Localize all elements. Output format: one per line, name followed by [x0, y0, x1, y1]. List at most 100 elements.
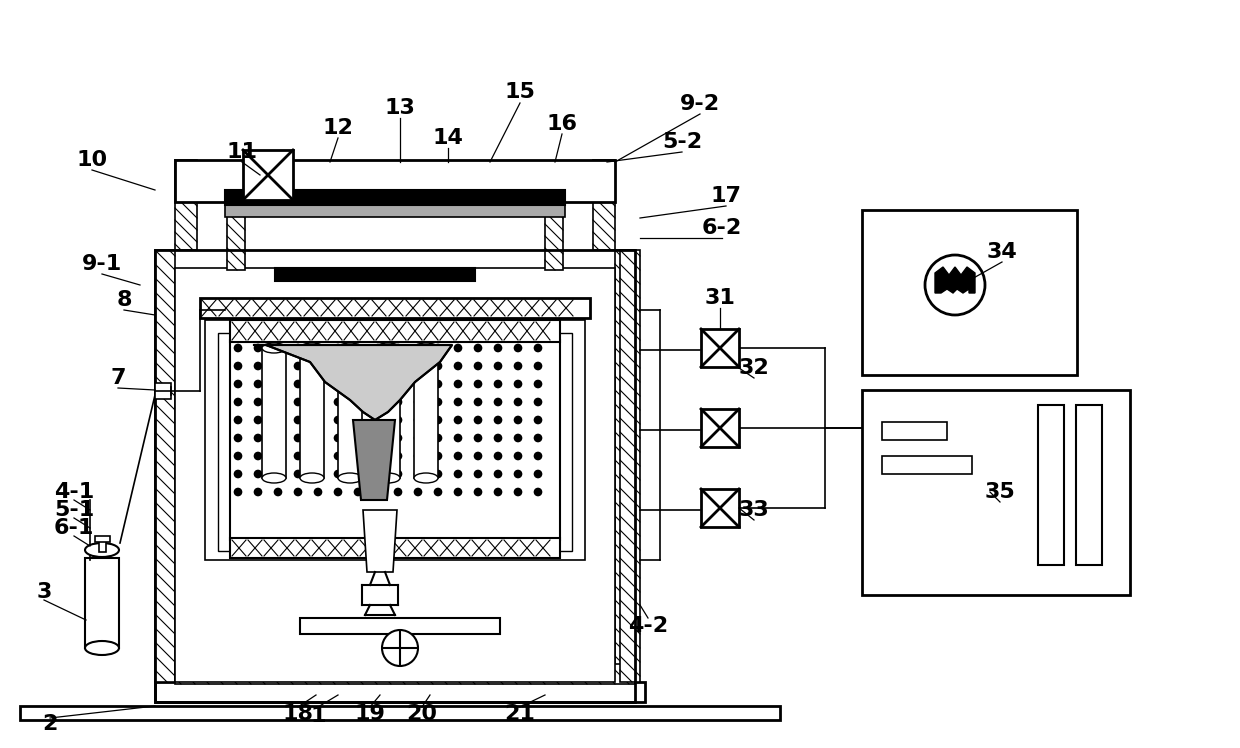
Bar: [300, 618, 500, 634]
Circle shape: [434, 453, 441, 459]
Circle shape: [315, 470, 321, 477]
Text: 1: 1: [310, 706, 326, 726]
Circle shape: [515, 381, 522, 387]
Circle shape: [475, 399, 481, 405]
Circle shape: [534, 345, 542, 352]
Ellipse shape: [86, 543, 119, 557]
Circle shape: [394, 453, 402, 459]
Circle shape: [414, 470, 422, 477]
Bar: [155, 250, 635, 702]
Bar: [300, 348, 324, 478]
Circle shape: [254, 435, 262, 441]
Circle shape: [254, 488, 262, 495]
Ellipse shape: [414, 343, 438, 353]
Text: 4-2: 4-2: [627, 616, 668, 636]
Circle shape: [355, 453, 362, 459]
Circle shape: [274, 417, 281, 423]
Circle shape: [534, 399, 542, 405]
Circle shape: [394, 345, 402, 352]
Circle shape: [295, 435, 301, 441]
Ellipse shape: [414, 473, 438, 483]
Text: 21: 21: [505, 704, 536, 724]
Circle shape: [414, 488, 422, 495]
Text: 5-1: 5-1: [53, 500, 94, 520]
Text: 13: 13: [384, 98, 415, 118]
Text: 17: 17: [711, 186, 742, 206]
Circle shape: [515, 470, 522, 477]
Bar: [229, 340, 560, 540]
Bar: [218, 333, 572, 551]
Circle shape: [455, 488, 461, 495]
Ellipse shape: [339, 343, 362, 353]
Circle shape: [534, 470, 542, 477]
Circle shape: [234, 381, 242, 387]
Circle shape: [254, 363, 262, 370]
Circle shape: [355, 345, 362, 352]
Text: 6-2: 6-2: [702, 218, 742, 238]
Circle shape: [335, 399, 341, 405]
Circle shape: [234, 399, 242, 405]
Ellipse shape: [339, 473, 362, 483]
Circle shape: [374, 363, 382, 370]
Bar: [275, 268, 475, 281]
Bar: [175, 268, 615, 682]
Polygon shape: [935, 267, 975, 293]
Text: 8: 8: [117, 290, 131, 310]
Circle shape: [254, 399, 262, 405]
Text: 12: 12: [322, 118, 353, 138]
Circle shape: [515, 345, 522, 352]
Circle shape: [414, 363, 422, 370]
Text: 34: 34: [987, 242, 1017, 262]
Circle shape: [374, 435, 382, 441]
Circle shape: [295, 470, 301, 477]
Bar: [227, 200, 246, 270]
Circle shape: [315, 453, 321, 459]
Circle shape: [414, 381, 422, 387]
Circle shape: [382, 630, 418, 666]
Circle shape: [455, 345, 461, 352]
Circle shape: [315, 345, 321, 352]
Circle shape: [274, 381, 281, 387]
Circle shape: [475, 345, 481, 352]
Circle shape: [234, 453, 242, 459]
Bar: [224, 190, 565, 205]
Circle shape: [295, 399, 301, 405]
Circle shape: [434, 435, 441, 441]
Text: 20: 20: [407, 704, 438, 724]
Text: 14: 14: [433, 128, 464, 148]
Text: 9-2: 9-2: [680, 94, 720, 114]
Circle shape: [374, 381, 382, 387]
Ellipse shape: [86, 641, 119, 655]
Text: 19: 19: [355, 704, 386, 724]
Circle shape: [374, 345, 382, 352]
Circle shape: [234, 345, 242, 352]
Text: 16: 16: [547, 114, 578, 134]
Circle shape: [335, 417, 341, 423]
Circle shape: [434, 381, 441, 387]
Circle shape: [295, 488, 301, 495]
Circle shape: [394, 435, 402, 441]
Bar: [224, 205, 565, 217]
Circle shape: [355, 381, 362, 387]
Circle shape: [295, 417, 301, 423]
Circle shape: [335, 345, 341, 352]
Circle shape: [414, 453, 422, 459]
Circle shape: [495, 381, 501, 387]
Bar: [175, 160, 615, 202]
Circle shape: [534, 363, 542, 370]
Bar: [1076, 405, 1102, 565]
Circle shape: [475, 417, 481, 423]
Bar: [175, 160, 197, 250]
Circle shape: [434, 417, 441, 423]
Circle shape: [274, 363, 281, 370]
Bar: [593, 160, 615, 250]
Circle shape: [414, 399, 422, 405]
Text: 6-1: 6-1: [53, 518, 94, 538]
Circle shape: [475, 488, 481, 495]
Circle shape: [234, 435, 242, 441]
Text: 33: 33: [739, 500, 769, 520]
Circle shape: [374, 453, 382, 459]
Circle shape: [234, 363, 242, 370]
Circle shape: [315, 435, 321, 441]
Circle shape: [925, 255, 985, 315]
